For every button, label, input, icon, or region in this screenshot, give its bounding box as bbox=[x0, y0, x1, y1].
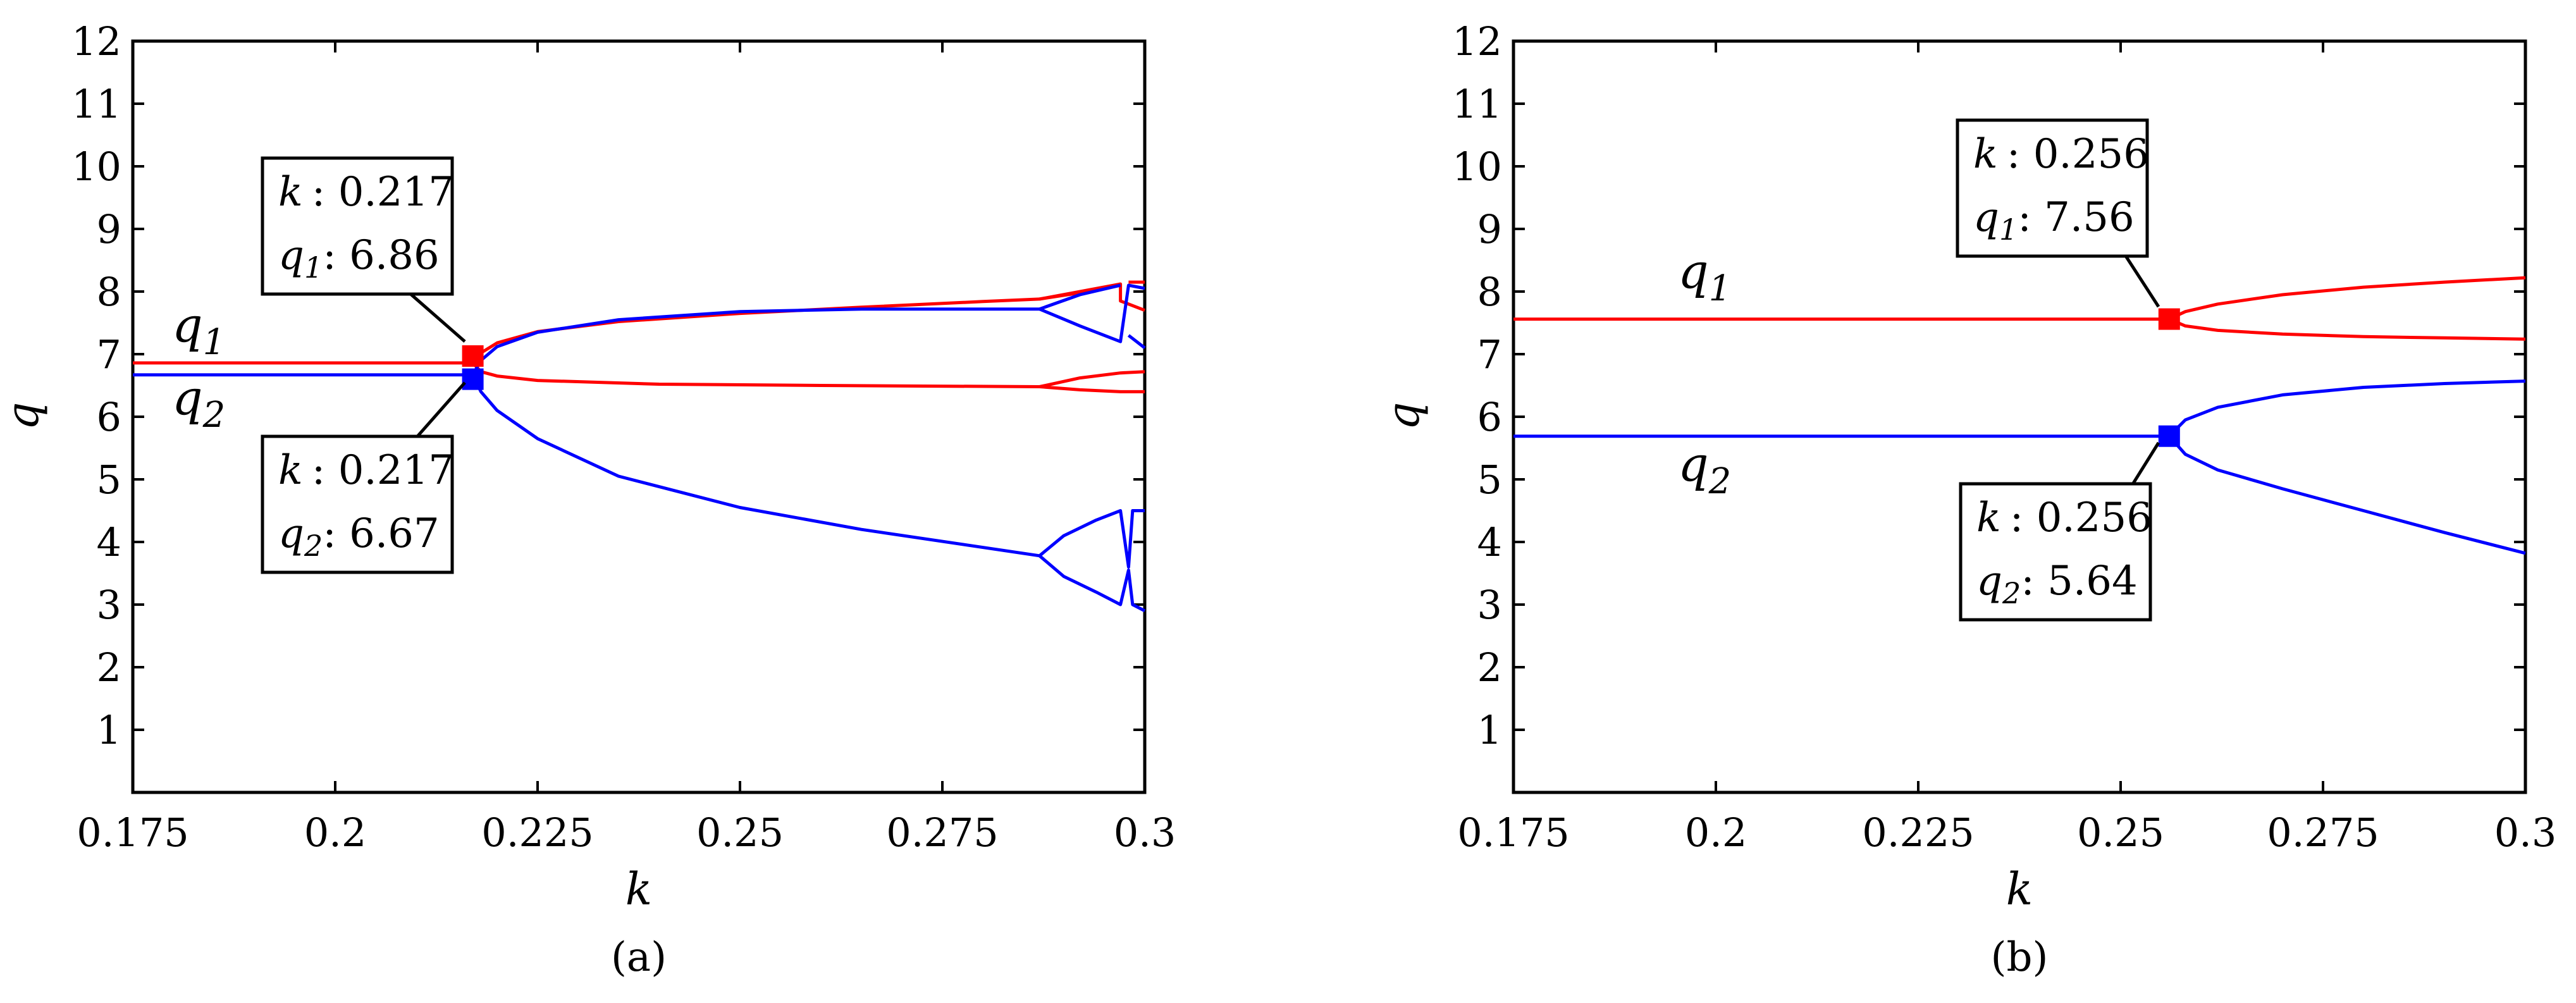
y-tick-label: 5 bbox=[1477, 457, 1502, 503]
series-line-q1 bbox=[1039, 282, 1121, 301]
annotation-box-q2-b: k: 0.256 q2: 5.64 bbox=[1959, 441, 2160, 622]
y-tick-label: 6 bbox=[97, 394, 121, 440]
series-label-q1-b: q1 bbox=[1678, 243, 1731, 309]
annotation-box-q1-a: k: 0.217 q1: 6.86 bbox=[261, 156, 466, 343]
annotation-q-b1: q1: 7.56 bbox=[1973, 194, 2135, 247]
annotation-k-a1: k: 0.217 bbox=[278, 169, 454, 216]
series-label-q1-a: q1 bbox=[172, 297, 225, 363]
annotation-box-q1-b: k: 0.256 q1: 7.56 bbox=[1956, 118, 2160, 308]
y-tick-label: 12 bbox=[71, 18, 121, 65]
series-group-b bbox=[1513, 276, 2526, 555]
y-tick-label: 6 bbox=[1477, 394, 1502, 440]
series-line-q2 bbox=[471, 374, 1040, 558]
series-group-a bbox=[133, 280, 1146, 613]
bifurcation-marker bbox=[2158, 308, 2180, 330]
y-tick-label: 12 bbox=[1452, 18, 1502, 65]
x-tick-label: 0.3 bbox=[2494, 809, 2557, 856]
y-tick-label: 2 bbox=[97, 644, 121, 691]
y-tick-label: 3 bbox=[97, 582, 121, 628]
series-line-q2 bbox=[471, 307, 1040, 376]
x-tick-label: 0.175 bbox=[77, 809, 189, 856]
x-axis-ticks-b: 0.175 0.2 0.225 0.25 0.275 0.3 bbox=[1457, 41, 2556, 856]
x-tick-label: 0.2 bbox=[1685, 809, 1747, 856]
y-tick-label: 9 bbox=[1477, 206, 1502, 252]
x-axis-label-b: k bbox=[2006, 863, 2033, 915]
x-tick-label: 0.275 bbox=[2267, 809, 2379, 856]
bifurcation-marker bbox=[462, 345, 484, 367]
bifurcation-marker bbox=[2158, 425, 2180, 447]
series-line-q2 bbox=[1127, 334, 1146, 350]
annotation-k-a2: k: 0.217 bbox=[278, 447, 454, 494]
y-tick-label: 5 bbox=[97, 457, 121, 503]
y-tick-label: 1 bbox=[97, 707, 121, 753]
x-axis-label-a: k bbox=[626, 863, 652, 915]
series-line-q2 bbox=[1038, 554, 1146, 613]
x-axis-ticks-a: 0.175 0.2 0.225 0.25 0.275 0.3 bbox=[77, 41, 1176, 856]
x-tick-label: 0.175 bbox=[1457, 809, 1570, 856]
series-line-q1 bbox=[1039, 370, 1145, 388]
bifurcation-marker bbox=[462, 368, 484, 390]
annotation-k-b2: k: 0.256 bbox=[1976, 495, 2152, 541]
series-line-q2 bbox=[1038, 283, 1145, 343]
series-line-q2 bbox=[1038, 509, 1145, 569]
y-tick-label: 2 bbox=[1477, 644, 1502, 691]
y-tick-label: 10 bbox=[1452, 144, 1502, 190]
x-tick-label: 0.25 bbox=[2077, 809, 2164, 856]
y-tick-label: 1 bbox=[1477, 707, 1502, 753]
series-line-q1 bbox=[471, 362, 1040, 388]
series-line-q2 bbox=[2168, 379, 2526, 438]
y-tick-label: 10 bbox=[71, 144, 121, 190]
series-label-q2-a: q2 bbox=[172, 369, 225, 436]
x-tick-label: 0.225 bbox=[1862, 809, 1975, 856]
x-tick-label: 0.225 bbox=[481, 809, 594, 856]
x-tick-label: 0.275 bbox=[886, 809, 999, 856]
y-tick-label: 7 bbox=[97, 331, 121, 378]
markers-b bbox=[2158, 308, 2180, 447]
x-tick-label: 0.3 bbox=[1114, 809, 1176, 856]
series-line-q2 bbox=[1038, 283, 1121, 311]
y-tick-label: 7 bbox=[1477, 331, 1502, 378]
y-axis-label-a: q bbox=[0, 402, 49, 431]
series-line-q1 bbox=[2168, 276, 2526, 321]
annotation-q-b2: q2: 5.64 bbox=[1976, 558, 2138, 610]
annotation-box-q2-a: k: 0.217 q2: 6.67 bbox=[261, 381, 466, 574]
y-tick-label: 11 bbox=[1452, 81, 1502, 127]
x-tick-label: 0.25 bbox=[696, 809, 784, 856]
series-line-q2 bbox=[2167, 435, 2526, 555]
series-line-q1 bbox=[2168, 317, 2526, 341]
x-tick-label: 0.2 bbox=[304, 809, 367, 856]
series-label-q2-b: q2 bbox=[1678, 436, 1731, 502]
markers-a bbox=[462, 345, 484, 390]
y-tick-label: 11 bbox=[71, 81, 121, 127]
y-axis-label-b: q bbox=[1377, 402, 1429, 431]
y-tick-label: 9 bbox=[97, 206, 121, 252]
panel-label-a: (a) bbox=[611, 934, 667, 981]
y-tick-label: 8 bbox=[1477, 269, 1502, 315]
y-tick-label: 8 bbox=[97, 269, 121, 315]
y-tick-label: 3 bbox=[1477, 582, 1502, 628]
annotation-pointer-q2-a bbox=[416, 381, 466, 438]
series-line-q1 bbox=[471, 282, 1145, 364]
annotation-q-a2: q2: 6.67 bbox=[278, 510, 440, 563]
annotation-q-a1: q1: 6.86 bbox=[278, 232, 440, 285]
series-line-q1 bbox=[1039, 385, 1145, 393]
y-tick-label: 4 bbox=[1477, 519, 1502, 565]
annotation-k-b1: k: 0.256 bbox=[1973, 131, 2149, 178]
plot-frame-a bbox=[131, 39, 1147, 794]
panel-label-b: (b) bbox=[1991, 934, 2049, 981]
y-tick-label: 4 bbox=[97, 519, 121, 565]
